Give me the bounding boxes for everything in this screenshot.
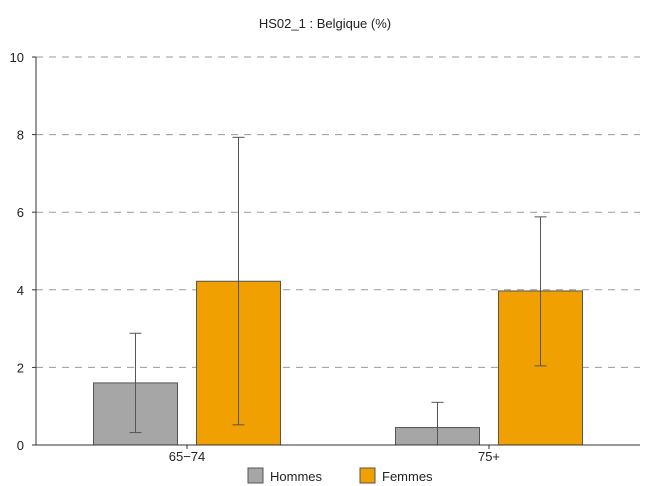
y-tick-label-8: 8 bbox=[17, 128, 24, 143]
chart-title: HS02_1 : Belgique (%) bbox=[259, 16, 391, 31]
legend-item-hommes: Hommes bbox=[247, 467, 323, 484]
y-tick-label-4: 4 bbox=[17, 283, 24, 298]
y-tick-label-0: 0 bbox=[17, 438, 24, 453]
y-tick-label-6: 6 bbox=[17, 205, 24, 220]
y-tick-label-10: 10 bbox=[10, 50, 24, 65]
x-axis-categories: 65−74 75+ bbox=[169, 445, 500, 464]
bars bbox=[93, 280, 583, 446]
legend-label-femmes: Femmes bbox=[382, 469, 433, 484]
error-bar-hommes-0 bbox=[129, 332, 142, 434]
legend-swatch-hommes bbox=[247, 467, 264, 484]
legend-swatch-femmes bbox=[359, 467, 376, 484]
y-tick-label-2: 2 bbox=[17, 360, 24, 375]
legend-item-femmes: Femmes bbox=[359, 467, 433, 484]
error-bar-femmes-1 bbox=[534, 216, 547, 367]
gridlines bbox=[36, 56, 640, 368]
y-axis-ticks: 0 2 4 6 8 10 bbox=[10, 50, 36, 453]
legend-label-hommes: Hommes bbox=[270, 469, 323, 484]
x-tick-label-1: 75+ bbox=[478, 449, 500, 464]
error-bars bbox=[129, 136, 547, 446]
error-bar-femmes-0 bbox=[232, 136, 245, 426]
legend: Hommes Femmes bbox=[247, 467, 433, 484]
x-tick-label-0: 65−74 bbox=[169, 449, 206, 464]
